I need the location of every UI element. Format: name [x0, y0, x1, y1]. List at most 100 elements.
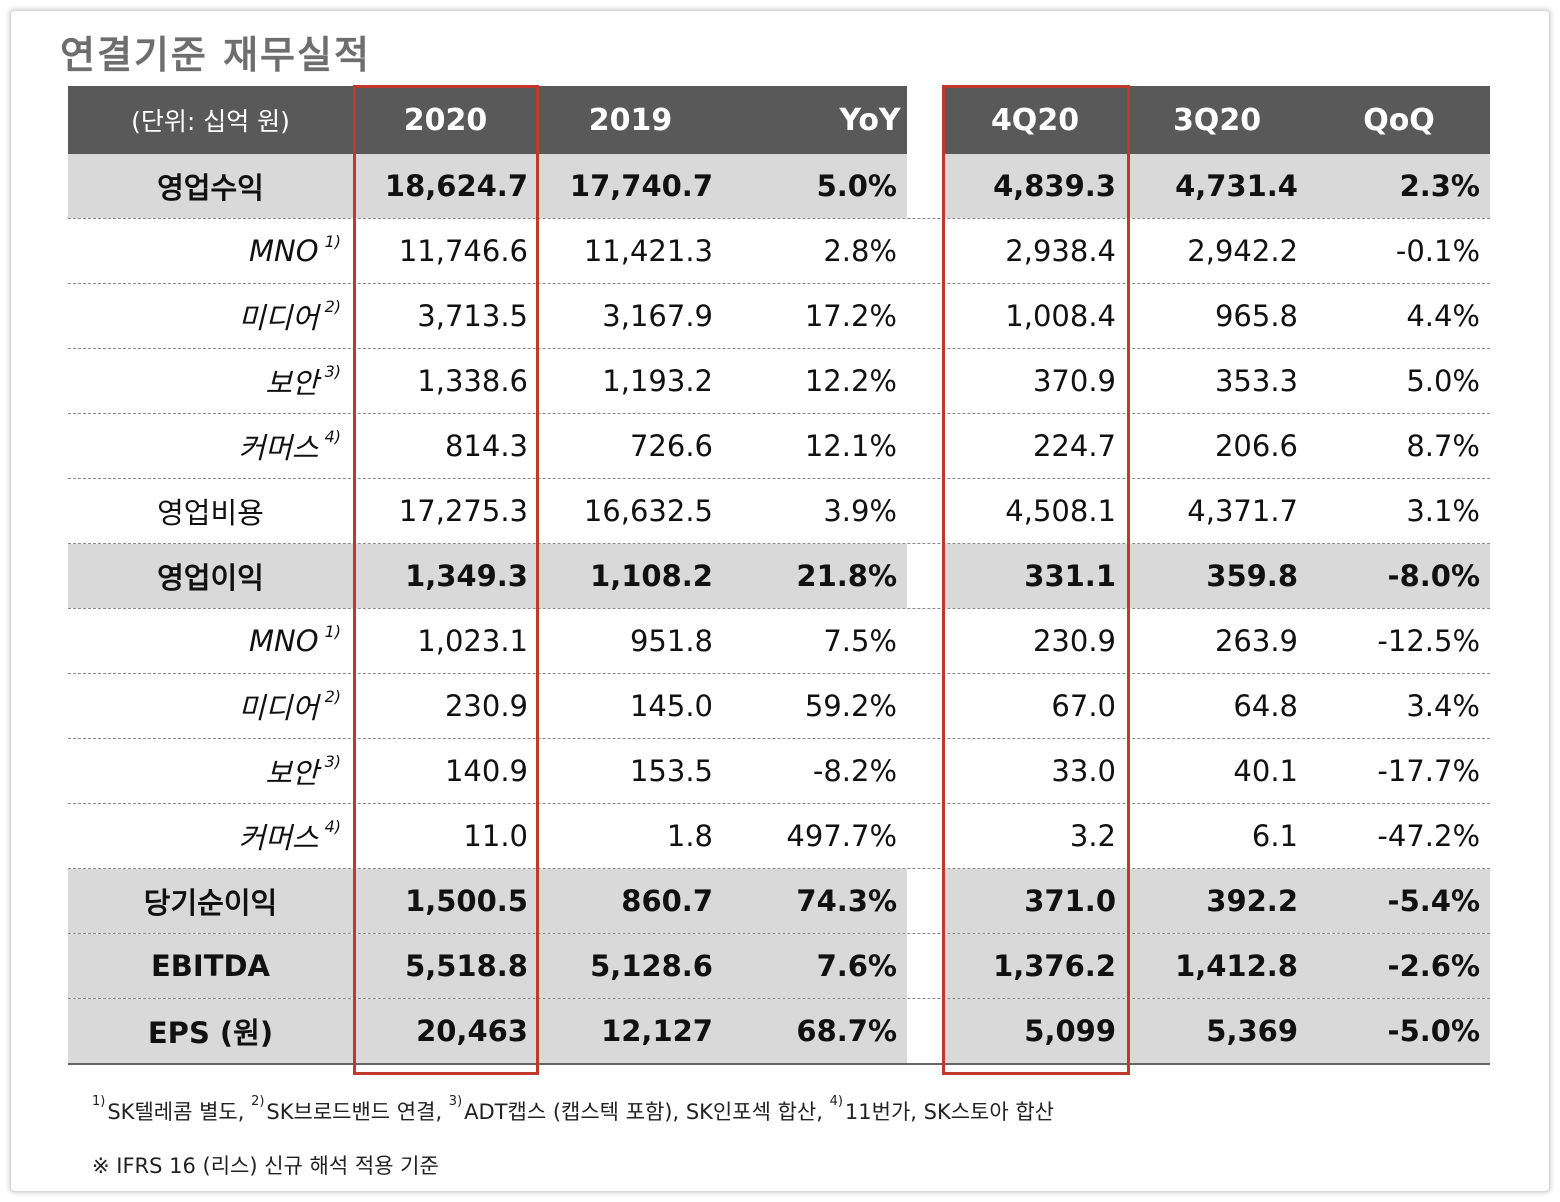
value-cell: 3.4%	[1406, 689, 1480, 723]
row-label: 당기순이익	[68, 869, 353, 933]
row-label-text: 보안	[265, 366, 319, 400]
footnote-ref: 2)	[324, 296, 341, 316]
value-cell: 12.1%	[804, 429, 897, 463]
table-row: 영업이익 1,349.3 1,108.2 21.8% 331.1 359.8 -8.0%	[68, 544, 1490, 609]
value-cell: 17,275.3	[398, 494, 528, 528]
value-cell: 230.9	[1032, 624, 1116, 658]
value-cell: 11,421.3	[583, 234, 713, 268]
footnote-ref: 1)	[324, 621, 341, 641]
row-label: MNO 1)	[68, 219, 353, 283]
value-cell: 21.8%	[796, 559, 897, 593]
value-cell: 17,740.7	[569, 169, 713, 203]
value-cell: 5,369	[1206, 1014, 1298, 1048]
footnote-ifrs: ※ IFRS 16 (리스) 신규 해석 적용 기준	[92, 1154, 439, 1178]
value-cell: 951.8	[629, 624, 713, 658]
row-label: EBITDA	[68, 934, 353, 998]
value-cell: 5.0%	[1406, 364, 1480, 398]
row-shade	[944, 869, 1490, 933]
highlight-2020-column	[353, 85, 539, 1075]
value-cell: 726.6	[629, 429, 713, 463]
table-row: 미디어 2) 3,713.5 3,167.9 17.2% 1,008.4 965.8 4.4%	[68, 284, 1490, 349]
value-cell: 5,128.6	[590, 949, 713, 983]
row-label: 커머스 4)	[68, 414, 353, 478]
value-cell: -47.2%	[1377, 819, 1480, 853]
row-label: 미디어 2)	[68, 674, 353, 738]
value-cell: 230.9	[444, 689, 528, 723]
footnote-ref: 2)	[324, 686, 341, 706]
value-cell: 1.8	[666, 819, 713, 853]
row-label-text: 보안	[265, 756, 319, 790]
value-cell: 11.0	[463, 819, 528, 853]
footnote-mark: 3)	[448, 1094, 463, 1109]
value-cell: 263.9	[1214, 624, 1298, 658]
value-cell: 1,108.2	[590, 559, 713, 593]
table-row: EPS (원) 20,463 12,127 68.7% 5,099 5,369 -5.0%	[68, 999, 1490, 1065]
footnote-mark: 1)	[92, 1094, 106, 1109]
value-cell: 140.9	[444, 754, 528, 788]
value-cell: 1,338.6	[417, 364, 528, 398]
footnote-mark: 4)	[829, 1094, 843, 1109]
row-shade	[68, 154, 907, 218]
table-row: EBITDA 5,518.8 5,128.6 7.6% 1,376.2 1,412.8 -2…	[68, 934, 1490, 999]
footnote-text: ADT캡스 (캡스텍 포함), SK인포섹 합산,	[464, 1100, 830, 1124]
value-cell: -2.6%	[1387, 949, 1480, 983]
col-4q20: 4Q20	[990, 102, 1080, 138]
row-shade	[944, 934, 1490, 998]
row-label-text: 커머스	[238, 431, 319, 465]
row-label-text: 영업이익	[157, 561, 264, 595]
row-label: EPS (원)	[68, 999, 353, 1063]
value-cell: 1,500.5	[405, 884, 528, 918]
value-cell: 2,942.2	[1187, 234, 1298, 268]
financial-table: (단위: 십억 원) 2020 2019 YoY 4Q20 3Q20 QoQ 영…	[68, 86, 1490, 1065]
value-cell: 353.3	[1214, 364, 1298, 398]
value-cell: 965.8	[1214, 299, 1298, 333]
row-label: 영업수익	[68, 154, 353, 218]
value-cell: 6.1	[1251, 819, 1298, 853]
value-cell: -17.7%	[1377, 754, 1480, 788]
value-cell: 814.3	[444, 429, 528, 463]
value-cell: 18,624.7	[384, 169, 528, 203]
row-label-text: 영업비용	[157, 496, 264, 530]
value-cell: -5.0%	[1387, 1014, 1480, 1048]
table-row: 당기순이익 1,500.5 860.7 74.3% 371.0 392.2 -5.4%	[68, 869, 1490, 934]
value-cell: 1,376.2	[993, 949, 1116, 983]
value-cell: 5,518.8	[405, 949, 528, 983]
value-cell: 8.7%	[1406, 429, 1480, 463]
value-cell: 1,023.1	[417, 624, 528, 658]
row-shade	[944, 544, 1490, 608]
value-cell: -8.0%	[1387, 559, 1480, 593]
row-shade	[68, 544, 907, 608]
row-label-text: 당기순이익	[143, 886, 278, 920]
row-label-text: EPS (원)	[147, 1016, 274, 1050]
table-row: 보안 3) 140.9 153.5 -8.2% 33.0 40.1 -17.7%	[68, 739, 1490, 804]
value-cell: 59.2%	[804, 689, 897, 723]
row-shade	[944, 154, 1490, 218]
table-row: 미디어 2) 230.9 145.0 59.2% 67.0 64.8 3.4%	[68, 674, 1490, 739]
value-cell: 3.9%	[823, 494, 897, 528]
value-cell: 67.0	[1051, 689, 1116, 723]
row-shade	[68, 934, 907, 998]
value-cell: 497.7%	[786, 819, 897, 853]
footnote-ref: 3)	[324, 361, 341, 381]
row-shade	[68, 999, 907, 1063]
table-row: 영업수익 18,624.7 17,740.7 5.0% 4,839.3 4,731.4 2.…	[68, 154, 1490, 219]
table-row: MNO 1) 1,023.1 951.8 7.5% 230.9 263.9 -12.5%	[68, 609, 1490, 674]
value-cell: 1,008.4	[1005, 299, 1116, 333]
row-shade	[944, 999, 1490, 1063]
highlight-4q20-column	[942, 85, 1130, 1075]
row-label: 영업비용	[68, 479, 353, 543]
value-cell: 7.6%	[816, 949, 897, 983]
value-cell: 74.3%	[796, 884, 897, 918]
row-label-text: 영업수익	[157, 171, 264, 205]
value-cell: 145.0	[629, 689, 713, 723]
row-label: 영업이익	[68, 544, 353, 608]
value-cell: 3.2	[1069, 819, 1116, 853]
value-cell: -5.4%	[1387, 884, 1480, 918]
value-cell: 331.1	[1024, 559, 1116, 593]
value-cell: 4,839.3	[993, 169, 1116, 203]
value-cell: 11,746.6	[398, 234, 528, 268]
value-cell: 17.2%	[804, 299, 897, 333]
value-cell: 1,349.3	[405, 559, 528, 593]
footnote-mark: 2)	[251, 1094, 265, 1109]
value-cell: -12.5%	[1377, 624, 1480, 658]
